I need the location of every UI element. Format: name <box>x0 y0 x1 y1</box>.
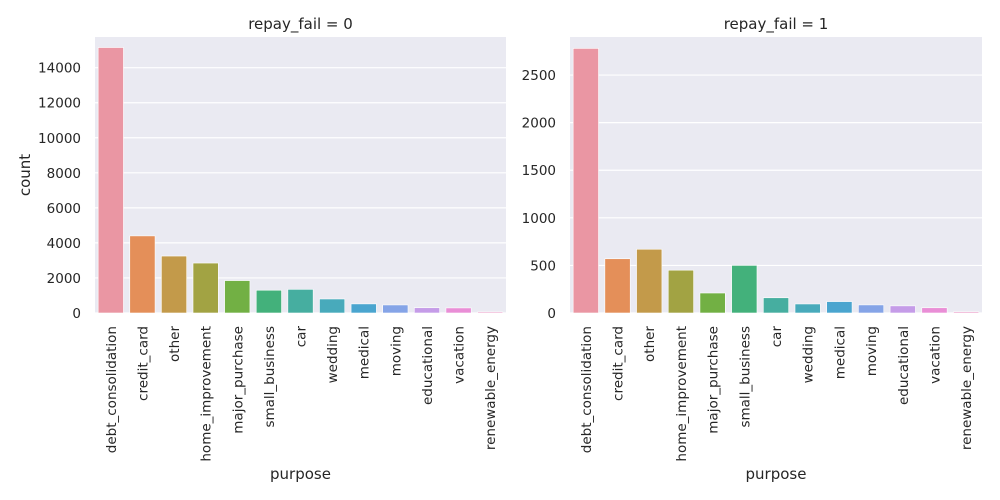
bar-moving <box>858 304 885 314</box>
y-tick-label: 1000 <box>522 211 556 227</box>
bar-home-improvement <box>667 269 694 314</box>
x-tick-label: medical <box>357 326 373 379</box>
bar-other <box>636 248 663 314</box>
x-tick-label: renewable_energy <box>483 326 499 450</box>
y-tick-label: 2500 <box>522 68 556 84</box>
bar-wedding <box>319 298 346 314</box>
x-axis-label: purpose <box>270 465 331 483</box>
x-tick-label: other <box>642 326 658 362</box>
x-tick-label: car <box>769 326 785 348</box>
y-tick-label: 10000 <box>38 131 81 147</box>
x-tick-label: small_business <box>262 326 278 428</box>
x-tick-label: educational <box>896 326 912 405</box>
panel-repay-fail-1: 0 500 1000 1500 2000 2500 debt_consolidation cr… <box>522 15 982 483</box>
y-tick-label: 0 <box>72 306 81 322</box>
chart-title: repay_fail = 0 <box>248 15 353 34</box>
x-tick-label: vacation <box>452 326 468 384</box>
x-tick-label: medical <box>832 326 848 379</box>
bar-other <box>161 255 187 314</box>
y-tick-label: 4000 <box>47 236 81 252</box>
x-tick-label: vacation <box>927 326 943 384</box>
x-tick-label: home_improvement <box>199 326 215 462</box>
bar-moving <box>382 304 409 314</box>
bar-wedding <box>794 303 821 314</box>
y-tick-label: 2000 <box>522 116 556 132</box>
x-tick-label: other <box>167 326 183 362</box>
bar-vacation <box>445 307 472 314</box>
x-tick-label: major_purchase <box>230 326 246 434</box>
x-tick-label: wedding <box>325 326 341 383</box>
y-tick-label: 8000 <box>47 166 81 182</box>
x-tick-label: car <box>294 326 310 348</box>
x-tick-label: debt_consolidation <box>579 326 595 453</box>
bar-renewable-energy <box>477 311 504 314</box>
bar-small-business <box>731 265 758 314</box>
x-tick-label: moving <box>388 326 404 376</box>
y-tick-label: 1500 <box>522 163 556 179</box>
y-tick-label: 500 <box>530 258 556 274</box>
bar-major-purchase <box>224 280 251 314</box>
bar-medical <box>350 303 377 314</box>
x-tick-label: credit_card <box>135 326 151 401</box>
x-axis-label: purpose <box>746 465 807 483</box>
x-tick-label: major_purchase <box>706 326 722 434</box>
bar-educational <box>414 307 440 314</box>
x-tick-label: small_business <box>737 326 753 428</box>
x-tick-label: debt_consolidation <box>104 326 120 453</box>
panel-repay-fail-0: 0 2000 4000 6000 8000 10000 12000 14000 debt_con… <box>16 15 506 483</box>
x-tick-label: moving <box>864 326 880 376</box>
bar-educational <box>889 305 916 314</box>
y-tick-label: 0 <box>547 306 556 322</box>
bar-renewable-energy <box>953 311 980 314</box>
y-tick-label: 6000 <box>47 201 81 217</box>
x-tick-label: educational <box>420 326 436 405</box>
bar-home-improvement <box>192 262 219 314</box>
bar-medical <box>826 301 853 314</box>
y-tick-label: 12000 <box>38 96 81 112</box>
bar-vacation <box>921 307 948 314</box>
bar-major-purchase <box>699 292 726 314</box>
bar-car <box>763 297 789 314</box>
bar-small-business <box>255 289 282 314</box>
x-tick-label: credit_card <box>611 326 627 401</box>
plot-area <box>570 37 982 313</box>
plot-area <box>95 37 506 313</box>
bar-credit-card <box>604 258 631 314</box>
y-tick-label: 14000 <box>38 61 81 77</box>
bar-debt-consolidation <box>97 47 124 314</box>
x-tick-label: renewable_energy <box>959 326 975 450</box>
x-tick-label: wedding <box>801 326 817 383</box>
bar-debt-consolidation <box>572 48 599 314</box>
y-axis-label: count <box>16 154 34 196</box>
chart-title: repay_fail = 1 <box>724 15 829 34</box>
y-tick-label: 2000 <box>47 271 81 287</box>
x-tick-label: home_improvement <box>674 326 690 462</box>
bar-car <box>287 289 314 314</box>
bar-credit-card <box>129 235 156 314</box>
